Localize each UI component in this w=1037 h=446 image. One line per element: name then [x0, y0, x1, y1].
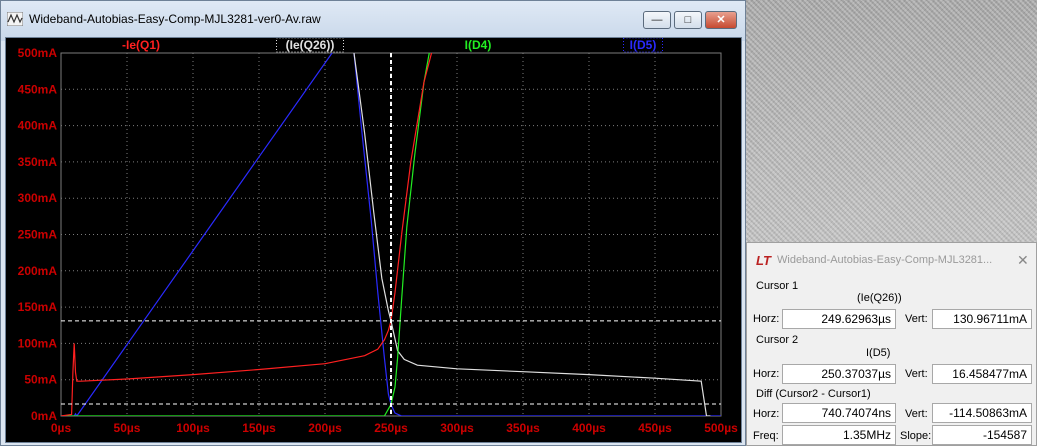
series-line [353, 53, 711, 416]
diff-vert-label: Vert: [905, 408, 928, 420]
legend-label: I(D4) [465, 38, 492, 52]
y-tick-label: 200mA [18, 264, 58, 278]
series-line [61, 53, 721, 416]
x-tick-label: 150µs [242, 421, 276, 435]
slope-label: Slope: [900, 430, 932, 442]
cursor2-horz-label: Horz: [753, 368, 780, 380]
cursor1-vert-value[interactable]: 130.96711mA [932, 309, 1032, 329]
legend-selection-box [276, 38, 344, 53]
diff-horz-label: Horz: [753, 408, 780, 420]
slope-value[interactable]: -154587 [932, 425, 1032, 445]
x-tick-label: 350µs [506, 421, 540, 435]
y-tick-label: 350mA [18, 155, 58, 169]
cursor1-horz-label: Horz: [753, 313, 780, 325]
x-tick-label: 0µs [51, 421, 72, 435]
series-line [61, 53, 430, 416]
cursor2-vert-value[interactable]: 16.458477mA [932, 364, 1032, 384]
x-tick-label: 500µs [704, 421, 738, 435]
diff-vert-value[interactable]: -114.50863mA [932, 403, 1032, 423]
legend-label: I(D5) [630, 38, 657, 52]
maximize-icon: □ [684, 14, 692, 26]
legend-label: -Ie(Q1) [122, 38, 160, 52]
cursor1-heading: Cursor 1 [756, 280, 799, 292]
diff-horz-value[interactable]: 740.74074ns [782, 403, 896, 423]
y-tick-label: 500mA [18, 46, 58, 60]
y-tick-label: 150mA [18, 300, 58, 314]
x-tick-label: 100µs [176, 421, 210, 435]
close-button[interactable]: ✕ [705, 11, 737, 29]
x-tick-label: 250µs [374, 421, 408, 435]
ltspice-logo-icon: LT [756, 253, 771, 268]
waveform-app-icon [7, 12, 23, 26]
cursor1-horz-value[interactable]: 249.62963µs [782, 309, 896, 329]
minimize-icon: — [651, 14, 663, 26]
x-tick-label: 400µs [572, 421, 606, 435]
cursor1-vert-label: Vert: [905, 313, 928, 325]
x-tick-label: 450µs [638, 421, 672, 435]
window-title: Wideband-Autobias-Easy-Comp-MJL3281-ver0… [29, 12, 321, 26]
cursor2-horz-value[interactable]: 250.37037µs [782, 364, 896, 384]
close-icon: ✕ [716, 14, 726, 26]
freq-label: Freq: [753, 430, 779, 442]
x-tick-label: 300µs [440, 421, 474, 435]
y-tick-label: 100mA [18, 336, 58, 350]
window-titlebar[interactable]: Wideband-Autobias-Easy-Comp-MJL3281-ver0… [1, 1, 745, 41]
y-tick-label: 0mA [31, 409, 57, 423]
freq-value[interactable]: 1.35MHz [782, 425, 896, 445]
cursor2-trace-name: I(D5) [866, 347, 891, 359]
cursor2-heading: Cursor 2 [756, 334, 799, 346]
legend-selection-box [623, 38, 663, 53]
x-tick-label: 200µs [308, 421, 342, 435]
cursor2-vert-label: Vert: [905, 368, 928, 380]
dialog-close-icon[interactable]: ✕ [1017, 252, 1029, 268]
dialog-titlebar[interactable]: LT Wideband-Autobias-Easy-Comp-MJL3281..… [747, 243, 1036, 277]
series-line [61, 53, 433, 416]
legend-label: (Ie(Q26)) [286, 38, 335, 52]
dialog-title: Wideband-Autobias-Easy-Comp-MJL3281... [777, 254, 993, 266]
maximize-button[interactable]: □ [674, 11, 702, 29]
y-tick-label: 450mA [18, 82, 58, 96]
waveform-chart[interactable]: 0µs 50µs 100µs 150µs 200µs 250µs 300µs 350µs 400… [6, 38, 741, 442]
cursor-dialog: LT Wideband-Autobias-Easy-Comp-MJL3281..… [746, 242, 1037, 446]
plot-pane[interactable]: 0µs 50µs 100µs 150µs 200µs 250µs 300µs 350µs 400… [5, 37, 742, 443]
diff-heading: Diff (Cursor2 - Cursor1) [756, 388, 871, 400]
y-tick-label: 250mA [18, 228, 58, 242]
y-tick-label: 300mA [18, 191, 58, 205]
y-tick-label: 400mA [18, 119, 58, 133]
waveform-window: Wideband-Autobias-Easy-Comp-MJL3281-ver0… [0, 0, 746, 446]
y-tick-label: 50mA [24, 373, 57, 387]
x-tick-label: 50µs [114, 421, 141, 435]
minimize-button[interactable]: — [643, 11, 671, 29]
cursor1-trace-name: (Ie(Q26)) [857, 292, 902, 304]
